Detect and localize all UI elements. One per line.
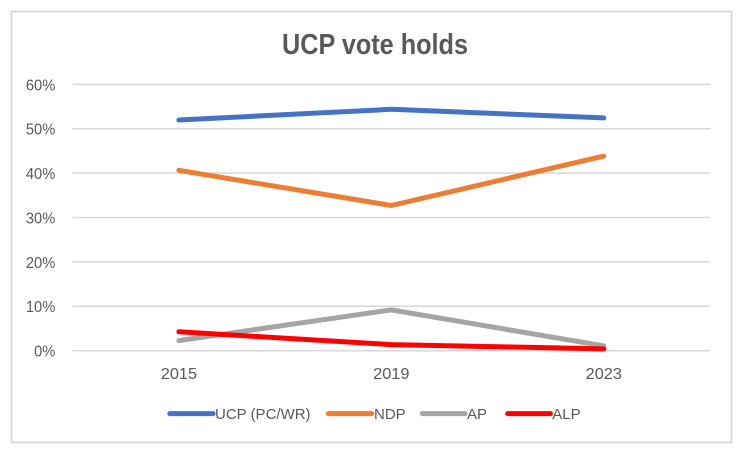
svg-text:NDP: NDP [374, 406, 406, 423]
svg-text:0%: 0% [34, 344, 55, 361]
svg-text:AP: AP [467, 406, 487, 423]
svg-text:2015: 2015 [161, 366, 197, 383]
svg-text:UCP vote holds: UCP vote holds [282, 29, 468, 61]
svg-text:60%: 60% [26, 77, 55, 94]
svg-text:2023: 2023 [586, 366, 622, 383]
svg-text:30%: 30% [26, 210, 55, 227]
svg-text:10%: 10% [26, 299, 55, 316]
svg-text:20%: 20% [26, 255, 55, 272]
svg-text:40%: 40% [26, 166, 55, 183]
svg-text:UCP (PC/WR): UCP (PC/WR) [215, 406, 311, 423]
svg-text:2019: 2019 [373, 366, 409, 383]
svg-text:ALP: ALP [552, 406, 580, 423]
svg-text:50%: 50% [26, 122, 55, 139]
